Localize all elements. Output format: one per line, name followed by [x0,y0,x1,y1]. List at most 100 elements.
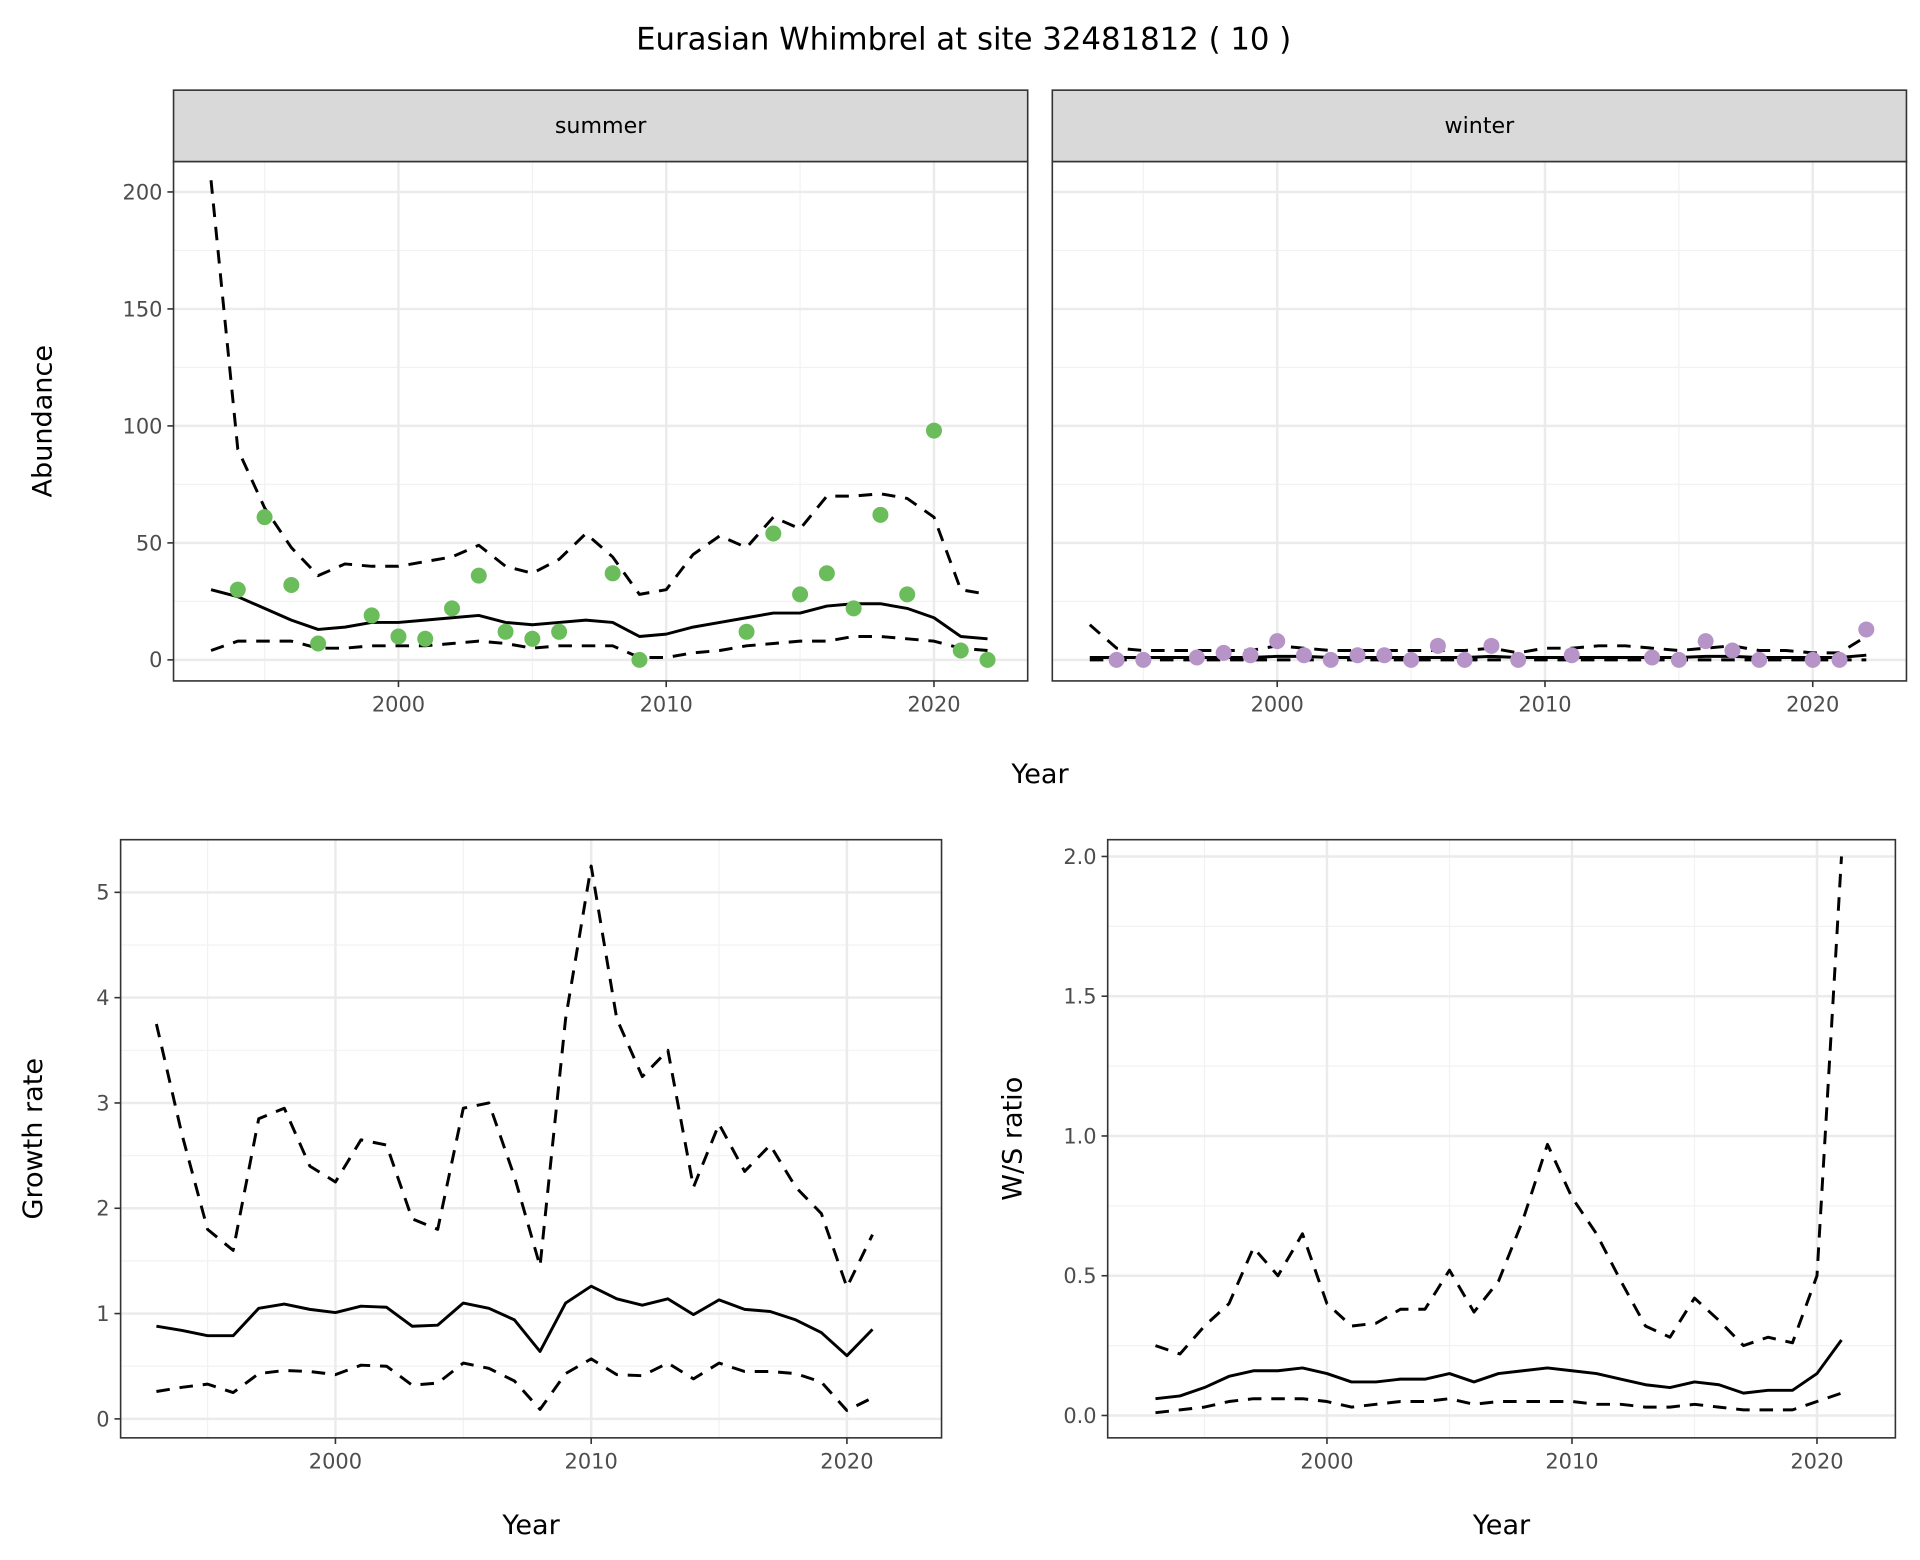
y-axis-label: Abundance [28,345,59,497]
panel-border [172,160,1029,682]
facet-label: winter [1445,113,1516,139]
y-tick-label: 100 [123,414,163,438]
data-point [551,623,568,640]
y-axis-label: Growth rate [18,1058,49,1220]
data-point [899,586,916,603]
data-point [845,600,862,617]
series-line-lower [210,634,988,660]
data-point [497,623,514,640]
x-tick-label: 2000 [309,1450,362,1474]
x-tick-label: 2000 [372,693,425,717]
data-point [1697,633,1714,650]
data-point [604,565,621,582]
y-tick-label: 2.0 [1063,845,1096,869]
panel-border [1106,838,1897,1439]
series-line-upper [1088,623,1868,655]
data-point [1403,651,1420,668]
y-tick-label: 1.5 [1063,985,1096,1009]
y-tick-label: 200 [123,180,163,204]
data-point [738,623,755,640]
series-line-upper [154,864,874,1289]
y-tick-label: 2 [96,1197,109,1221]
data-point [1215,644,1232,661]
data-point [1108,651,1125,668]
data-point [363,607,380,624]
y-tick-label: 1 [96,1302,109,1326]
x-tick-label: 2020 [1790,1450,1843,1474]
data-point [1135,651,1152,668]
data-point [1269,633,1286,650]
data-point [792,586,809,603]
data-point [1858,621,1875,638]
x-tick-label: 2000 [1251,693,1304,717]
x-axis-label: Year [1472,1510,1531,1541]
data-point [1510,651,1527,668]
data-point [1644,649,1661,666]
data-point [1456,651,1473,668]
data-point [979,651,996,668]
data-point [1296,647,1313,664]
data-point [872,506,889,523]
data-point [470,567,487,584]
y-axis-label: W/S ratio [998,1077,1029,1201]
data-point [1429,637,1446,654]
facet-strip [1051,89,1908,163]
data-point [1322,651,1339,668]
data-point [1751,651,1768,668]
data-point [1831,651,1848,668]
data-point [444,600,461,617]
series-line-mean [1155,1339,1843,1401]
data-point [524,630,541,647]
panel-border [119,838,943,1439]
series-line-upper [209,180,988,596]
series-line-lower [156,1357,874,1412]
data-point [818,565,835,582]
data-point [765,525,782,542]
series-line-upper [1154,856,1843,1356]
data-point [1376,647,1393,664]
x-tick-label: 2000 [1300,1450,1353,1474]
y-tick-label: 0.5 [1063,1264,1096,1288]
y-tick-label: 0 [149,648,162,672]
data-point [925,422,942,439]
series-line-mean [1089,653,1867,660]
data-point [283,577,300,594]
x-axis-label: Year [501,1510,560,1541]
y-tick-label: 4 [96,986,109,1010]
x-tick-label: 2010 [1545,1450,1598,1474]
data-point [256,509,273,526]
panel-ws-ratio: 2000 2010 2020 0.0 0.5 1.0 1.5 2.0 W/S ratio Year [998,838,1897,1541]
facet-label: summer [555,113,647,139]
data-point [1563,647,1580,664]
data-point [631,651,648,668]
series-line-mean [156,1284,874,1358]
y-tick-label: 0 [96,1407,109,1431]
series-line-lower [1155,1391,1842,1415]
x-tick-label: 2020 [1786,693,1839,717]
data-point [1349,647,1366,664]
data-point [1188,649,1205,666]
x-tick-label: 2010 [1518,693,1571,717]
x-tick-label: 2020 [907,693,960,717]
x-tick-label: 2020 [820,1450,873,1474]
data-point [1483,637,1500,654]
y-tick-label: 1.0 [1063,1124,1096,1148]
y-tick-label: 50 [136,531,163,555]
data-point [229,581,246,598]
data-point [390,628,407,645]
data-point [1804,651,1821,668]
data-point [310,635,327,652]
data-point [1670,651,1687,668]
y-tick-label: 0.0 [1063,1404,1096,1428]
data-point [417,630,434,647]
panel-growth-rate: 2000 2010 2020 0 1 2 3 4 5 Growth rate Year [18,838,943,1541]
x-tick-label: 2010 [565,1450,618,1474]
data-point [1724,642,1741,659]
y-tick-label: 5 [96,881,109,905]
facet-strip [172,89,1029,163]
panel-summer: summer 2000 2010 2020 0 50 100 150 200 Abundance [28,89,1029,717]
panel-border [1051,160,1908,682]
y-tick-label: 3 [96,1091,109,1115]
y-tick-label: 150 [123,297,163,321]
